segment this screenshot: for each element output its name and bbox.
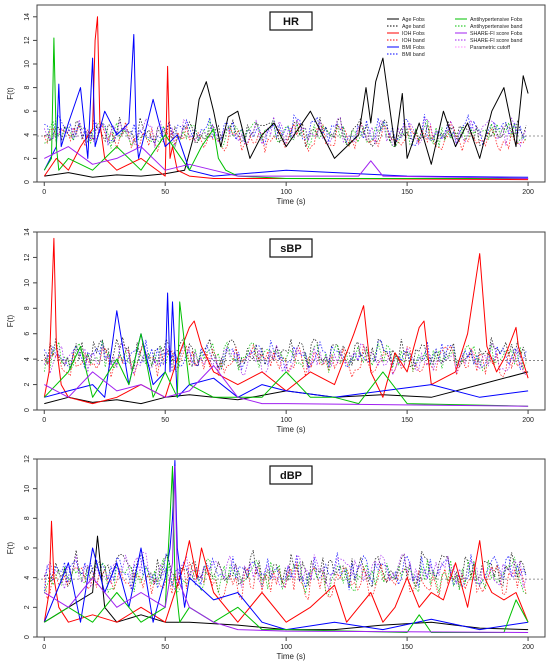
x-axis-label: Time (s) xyxy=(276,652,305,661)
y-tick-label: 0 xyxy=(24,408,31,412)
y-tick-label: 6 xyxy=(24,546,31,550)
series-line xyxy=(43,16,529,181)
band-line xyxy=(43,340,527,373)
y-tick-label: 12 xyxy=(24,455,31,463)
x-tick-label: 50 xyxy=(161,644,169,651)
band-line xyxy=(43,336,527,370)
x-tick-label: 0 xyxy=(42,189,46,196)
panel-title: HR xyxy=(283,16,299,28)
y-tick-label: 10 xyxy=(24,485,31,493)
panel-title: sBP xyxy=(280,243,301,255)
plot-frame xyxy=(36,231,546,411)
panel-HR: 0 2 4 6 8 10 12 14 0 50 100 150 200 Time (s) F(t) HR Age… xyxy=(6,4,546,206)
title-box xyxy=(269,465,313,485)
y-tick-label: 12 xyxy=(24,36,31,44)
y-axis-label: F(t) xyxy=(6,314,15,327)
y-axis-label: F(t) xyxy=(6,87,15,100)
band-line xyxy=(43,556,527,596)
y-tick-label: 0 xyxy=(24,635,31,639)
legend-label: IOH Fobs xyxy=(402,31,425,37)
legend-label: BMI Fobs xyxy=(402,45,425,51)
y-tick-label: 2 xyxy=(24,383,31,387)
band-line xyxy=(43,561,527,601)
y-tick-label: 14 xyxy=(24,228,31,236)
x-tick-label: 150 xyxy=(401,644,413,651)
y-tick-label: 10 xyxy=(24,60,31,68)
y-tick-label: 6 xyxy=(24,109,31,113)
y-tick-label: 8 xyxy=(24,86,31,90)
band-line xyxy=(43,120,527,154)
band-line xyxy=(43,342,527,377)
x-tick-label: 100 xyxy=(280,417,292,424)
y-tick-label: 14 xyxy=(24,13,31,21)
series-line xyxy=(43,460,529,631)
x-axis-label: Time (s) xyxy=(276,197,305,206)
series-line xyxy=(43,34,529,178)
x-axis-label: Time (s) xyxy=(276,425,305,434)
x-tick-label: 150 xyxy=(401,189,413,196)
y-tick-label: 10 xyxy=(24,279,31,287)
panel-title: dBP xyxy=(280,470,302,482)
x-tick-label: 50 xyxy=(161,417,169,424)
panel-dBP: 0 2 4 6 8 10 12 0 50 100 150 200 Time (s) F(t) dBP xyxy=(6,455,546,661)
y-tick-label: 0 xyxy=(24,180,31,184)
plot-frame xyxy=(36,4,546,183)
x-tick-label: 100 xyxy=(280,644,292,651)
series-line xyxy=(43,237,529,405)
x-tick-label: 200 xyxy=(522,644,534,651)
series-line xyxy=(44,371,529,405)
series-line xyxy=(43,37,529,179)
plot-frame xyxy=(36,458,546,638)
band-line xyxy=(43,339,527,372)
series-line xyxy=(44,292,529,398)
series-line xyxy=(43,301,529,407)
series-line xyxy=(44,465,529,633)
y-tick-label: 8 xyxy=(24,516,31,520)
y-tick-label: 4 xyxy=(24,133,31,137)
band-line xyxy=(44,113,527,146)
band-line xyxy=(43,551,527,592)
x-tick-label: 200 xyxy=(522,417,534,424)
series-line xyxy=(44,365,529,407)
y-tick-label: 12 xyxy=(24,253,31,261)
series-line xyxy=(44,146,529,179)
legend-label: Parametric cutoff xyxy=(470,45,510,51)
x-tick-label: 0 xyxy=(42,417,46,424)
y-tick-label: 4 xyxy=(24,576,31,580)
y-tick-label: 4 xyxy=(24,357,31,361)
y-tick-label: 2 xyxy=(24,605,31,609)
legend-label: BMI band xyxy=(402,52,425,58)
y-tick-label: 6 xyxy=(24,332,31,336)
band-line xyxy=(43,552,527,592)
x-tick-label: 0 xyxy=(42,644,46,651)
legend-label: SHARE-FI score Fobs xyxy=(470,31,523,37)
legend-label: Antihypertensive Fobs xyxy=(470,17,523,23)
x-tick-label: 50 xyxy=(161,189,169,196)
legend-label: SHARE-FI score band xyxy=(470,38,522,44)
legend-label: Age Fobs xyxy=(402,17,425,23)
y-tick-label: 2 xyxy=(24,156,31,160)
y-axis-label: F(t) xyxy=(6,541,15,554)
series-line xyxy=(43,520,529,623)
x-tick-label: 200 xyxy=(522,189,534,196)
x-tick-label: 100 xyxy=(280,189,292,196)
title-box xyxy=(269,238,313,258)
title-box xyxy=(269,11,313,31)
x-tick-label: 150 xyxy=(401,417,413,424)
series-line xyxy=(44,57,529,178)
series-line xyxy=(44,535,529,631)
legend-label: Age band xyxy=(402,24,425,30)
legend-label: Antihypertensive band xyxy=(470,24,522,30)
y-tick-label: 8 xyxy=(24,306,31,310)
band-line xyxy=(44,118,527,149)
panel-sBP: 0 2 4 6 8 10 12 14 0 50 100 150 200 Time (s) F(t) sBP xyxy=(6,228,546,434)
legend-label: IOH band xyxy=(402,38,425,44)
